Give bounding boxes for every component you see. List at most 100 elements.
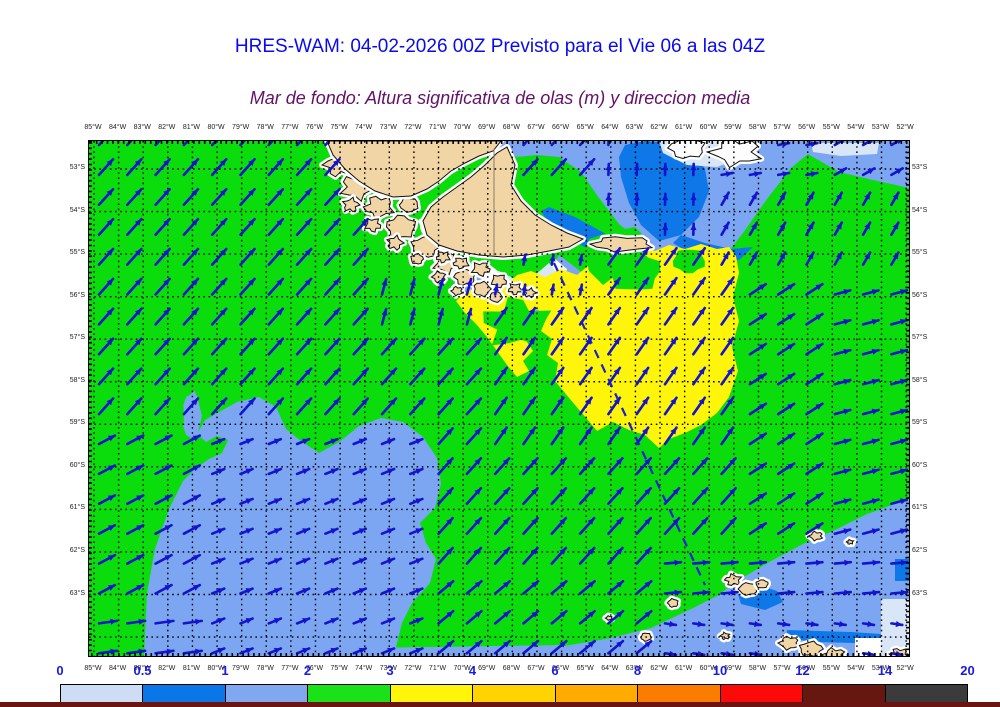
lon-label-top: 66°W <box>551 124 570 131</box>
colorbar-value: 0.5 <box>133 663 152 678</box>
lat-label-left: 59°S <box>69 419 85 427</box>
colorbar-value: 10 <box>712 663 728 678</box>
fjord-island-14 <box>341 196 361 213</box>
lon-label-bottom: 59°W <box>724 665 742 672</box>
lon-label-bottom: 72°W <box>404 665 422 672</box>
lat-label-right: 62°S <box>912 546 928 554</box>
lat-label-left: 63°S <box>69 589 85 597</box>
lon-label-top: 62°W <box>650 124 668 131</box>
region-atl-core-05to1m <box>619 141 709 241</box>
fjord-island-15 <box>363 218 382 233</box>
colorbar-cell-5 <box>473 685 556 703</box>
lon-label-top: 72°W <box>404 124 422 131</box>
lat-label-left: 60°S <box>69 461 85 469</box>
falkland-1 <box>705 141 763 169</box>
lon-label-top: 52°W <box>896 124 914 131</box>
se-island-10 <box>845 538 855 545</box>
colorbar-cell-8 <box>720 685 804 703</box>
region-se-white <box>855 638 881 656</box>
se-island-2 <box>723 572 743 586</box>
wave-direction-arrows <box>97 141 909 656</box>
lon-label-bottom: 58°W <box>748 665 767 672</box>
fjord-island-16 <box>385 234 406 251</box>
lon-label-bottom: 52°W <box>896 665 914 672</box>
lon-label-top: 61°W <box>675 124 693 131</box>
lat-label-left: 56°S <box>69 291 85 299</box>
lat-label-right: 61°S <box>912 504 928 512</box>
page-title: HRES-WAM: 04-02-2026 00Z Previsto para e… <box>234 36 766 57</box>
wave-height-map <box>89 141 909 656</box>
colorbar-cell-10 <box>885 685 967 703</box>
lon-label-bottom: 60°W <box>699 665 717 672</box>
lat-label-right: 63°S <box>912 589 928 597</box>
colorbar-value: 20 <box>960 663 975 678</box>
colorbar-cell-1 <box>143 685 226 703</box>
region-topright-pale <box>811 143 879 156</box>
se-island-9 <box>807 530 824 542</box>
lat-label-left: 61°S <box>69 504 85 512</box>
lon-label-bottom: 69°W <box>478 665 496 672</box>
lon-label-bottom: 82°W <box>158 665 176 672</box>
colorbar-value: 14 <box>877 663 893 678</box>
region-se-pale <box>881 599 909 656</box>
se-island-3 <box>737 582 758 596</box>
lon-label-top: 70°W <box>453 124 471 131</box>
fjord-island-3 <box>385 214 417 238</box>
page-subtitle: Mar de fondo: Altura significativa de ol… <box>249 88 751 108</box>
lon-label-bottom: 75°W <box>330 665 348 672</box>
colorbar-cell-2 <box>225 685 309 703</box>
lon-label-bottom: 73°W <box>379 665 397 672</box>
lat-label-right: 54°S <box>912 206 928 214</box>
lon-label-bottom: 76°W <box>305 665 324 672</box>
lon-label-bottom: 74°W <box>355 665 373 672</box>
lon-label-bottom: 56°W <box>798 665 816 672</box>
lon-label-bottom: 85°W <box>84 665 102 672</box>
fjord-island-21 <box>490 274 507 289</box>
region-sw-sliver <box>183 390 202 442</box>
lon-label-top: 74°W <box>355 124 373 131</box>
lon-label-bottom: 62°W <box>650 665 668 672</box>
lon-label-top: 84°W <box>109 124 127 131</box>
lon-label-bottom: 55°W <box>822 665 840 672</box>
lon-label-top: 81°W <box>182 124 201 131</box>
lon-label-bottom: 61°W <box>675 665 693 672</box>
lon-label-bottom: 84°W <box>109 665 127 672</box>
lon-label-top: 59°W <box>724 124 742 131</box>
lon-label-bottom: 78°W <box>256 665 274 672</box>
lon-label-top: 64°W <box>601 124 619 131</box>
lat-label-left: 54°S <box>69 206 85 214</box>
se-island-6 <box>798 640 825 656</box>
lon-label-bottom: 83°W <box>133 665 151 672</box>
route-track-line <box>553 262 706 586</box>
lon-label-bottom: 77°W <box>281 665 299 672</box>
lon-label-bottom: 65°W <box>576 665 594 672</box>
lat-label-left: 62°S <box>69 546 85 554</box>
staten-island <box>588 236 654 253</box>
colorbar-value: 0 <box>56 663 64 678</box>
lat-label-left: 53°S <box>69 164 85 171</box>
se-island-12 <box>718 631 731 641</box>
lon-label-top: 73°W <box>379 124 397 131</box>
colorbar-value: 4 <box>468 663 477 678</box>
colorbar <box>60 684 968 704</box>
lon-label-top: 68°W <box>502 124 520 131</box>
lon-label-top: 53°W <box>871 124 890 131</box>
lon-label-top: 80°W <box>207 124 225 131</box>
colorbar-cell-0 <box>61 685 144 703</box>
colorbar-value: 2 <box>303 663 312 678</box>
lon-label-top: 77°W <box>281 124 299 131</box>
lon-label-top: 55°W <box>822 124 840 131</box>
lon-label-top: 69°W <box>478 124 496 131</box>
lon-label-bottom: 66°W <box>551 665 570 672</box>
colorbar-cell-3 <box>308 685 391 703</box>
lat-label-right: 58°S <box>912 376 928 384</box>
lon-label-top: 71°W <box>428 124 447 131</box>
region-green-hole-1 <box>483 297 552 346</box>
lon-label-bottom: 57°W <box>773 665 791 672</box>
colorbar-value: 1 <box>221 663 229 678</box>
lon-label-top: 63°W <box>625 124 644 131</box>
fjord-island-23 <box>523 286 538 299</box>
lon-label-top: 56°W <box>798 124 816 131</box>
lat-label-right: 55°S <box>912 249 928 257</box>
